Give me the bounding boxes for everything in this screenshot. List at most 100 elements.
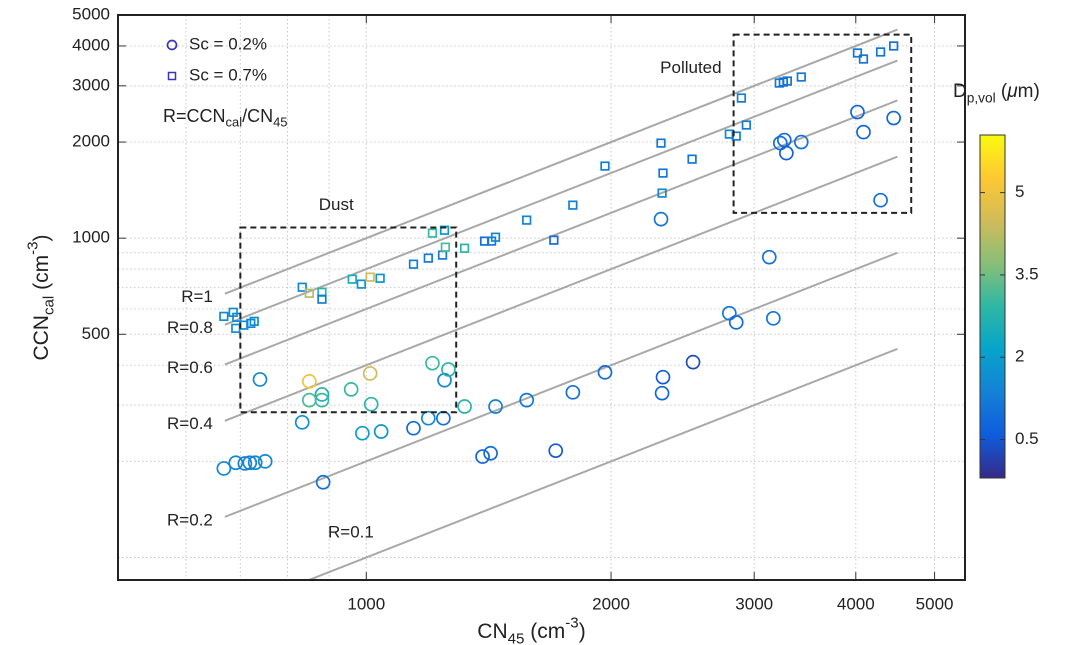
data-point [441,362,456,377]
label-part: cal [226,115,243,130]
data-point [257,453,273,469]
label-part: 45 [508,630,525,645]
y-tick-label: 2000 [72,132,110,151]
region-label: Dust [319,195,354,214]
reference-line-label: R=0.8 [167,318,213,337]
label-part: D [953,81,967,102]
x-tick-label: 4000 [837,594,875,613]
data-point [761,249,777,265]
label-part: p,vol [967,90,996,105]
data-point [219,311,229,322]
data-point [247,455,263,471]
colorbar-tick-label: 0.5 [1015,429,1039,448]
data-point [886,110,902,126]
data-point [852,48,863,58]
data-point [796,72,806,82]
data-point [457,399,472,414]
legend-marker [166,39,178,51]
data-point [548,443,564,459]
annotation: R=CCNcal/CN45 [163,106,288,130]
y-tick-label: 500 [82,324,110,343]
data-point [301,392,317,408]
colorbar-tick-label: 5 [1015,182,1024,201]
legend-label: Sc = 0.7% [189,65,267,84]
data-point [657,188,667,198]
reference-line-label: R=0.2 [167,510,213,529]
data-point [356,279,366,289]
data-point [655,369,671,385]
data-point [406,420,421,436]
data-point [459,243,470,253]
data-point [304,288,314,298]
label-part: 45 [273,115,287,130]
label-part: ( [996,81,1008,102]
reference-line-label: R=0.4 [167,414,213,433]
label-part: ) [30,234,53,241]
reference-line [306,347,898,580]
label-part: R=CCN [163,106,226,126]
label-part: (cm [524,620,565,643]
data-point [317,294,327,304]
data-point [685,354,701,370]
data-point [297,282,307,292]
data-point [343,382,359,397]
colorbar [979,134,1006,479]
data-point [568,200,578,210]
data-point [440,242,451,252]
data-point [736,93,747,103]
data-point [427,228,438,238]
data-point [779,145,794,161]
data-point [249,316,259,326]
data-point [483,445,498,461]
data-point [656,138,666,148]
colorbar-tick-label: 2 [1015,347,1024,366]
data-point [565,384,581,400]
data-point [658,168,668,178]
region-box [732,33,913,214]
data-point [850,104,865,120]
reference-line [224,99,898,366]
data-point [365,272,375,282]
data-point [475,449,490,464]
data-point [597,364,613,380]
data-point [856,124,871,140]
label-part: /CN [242,106,273,126]
reference-line [224,28,898,295]
x-tick-label: 1000 [347,594,385,613]
label-part: -3 [25,241,42,254]
y-axis-label: CCNcal (cm-3) [25,234,58,360]
label-part: ) [579,620,586,643]
label-part: μ [1006,81,1018,102]
data-point [375,273,385,283]
data-point [439,225,450,235]
data-point [687,154,697,164]
data-point [741,120,751,130]
data-point [653,211,669,227]
data-point [875,47,886,57]
label-part: cal [40,296,57,315]
data-point [782,76,792,86]
data-point [252,372,268,387]
data-point [301,374,317,389]
data-point [522,215,532,225]
colorbar-tick-label: 3.5 [1015,264,1039,283]
data-point [314,387,330,402]
data-point [347,274,357,284]
y-tick-label: 1000 [72,228,110,247]
data-point [216,461,232,476]
x-tick-label: 5000 [916,594,954,613]
data-point [408,259,419,269]
x-axis-label: CN45 (cm-3) [477,615,585,645]
data-point [600,161,610,171]
legend-label: Sc = 0.2% [189,34,267,53]
data-point [728,314,744,330]
plot-frame [117,14,966,581]
reference-line [224,251,898,518]
data-point [294,414,310,430]
label-part: -3 [565,615,578,632]
x-tick-label: 2000 [592,594,630,613]
reference-line [224,59,898,326]
data-point [889,41,899,51]
